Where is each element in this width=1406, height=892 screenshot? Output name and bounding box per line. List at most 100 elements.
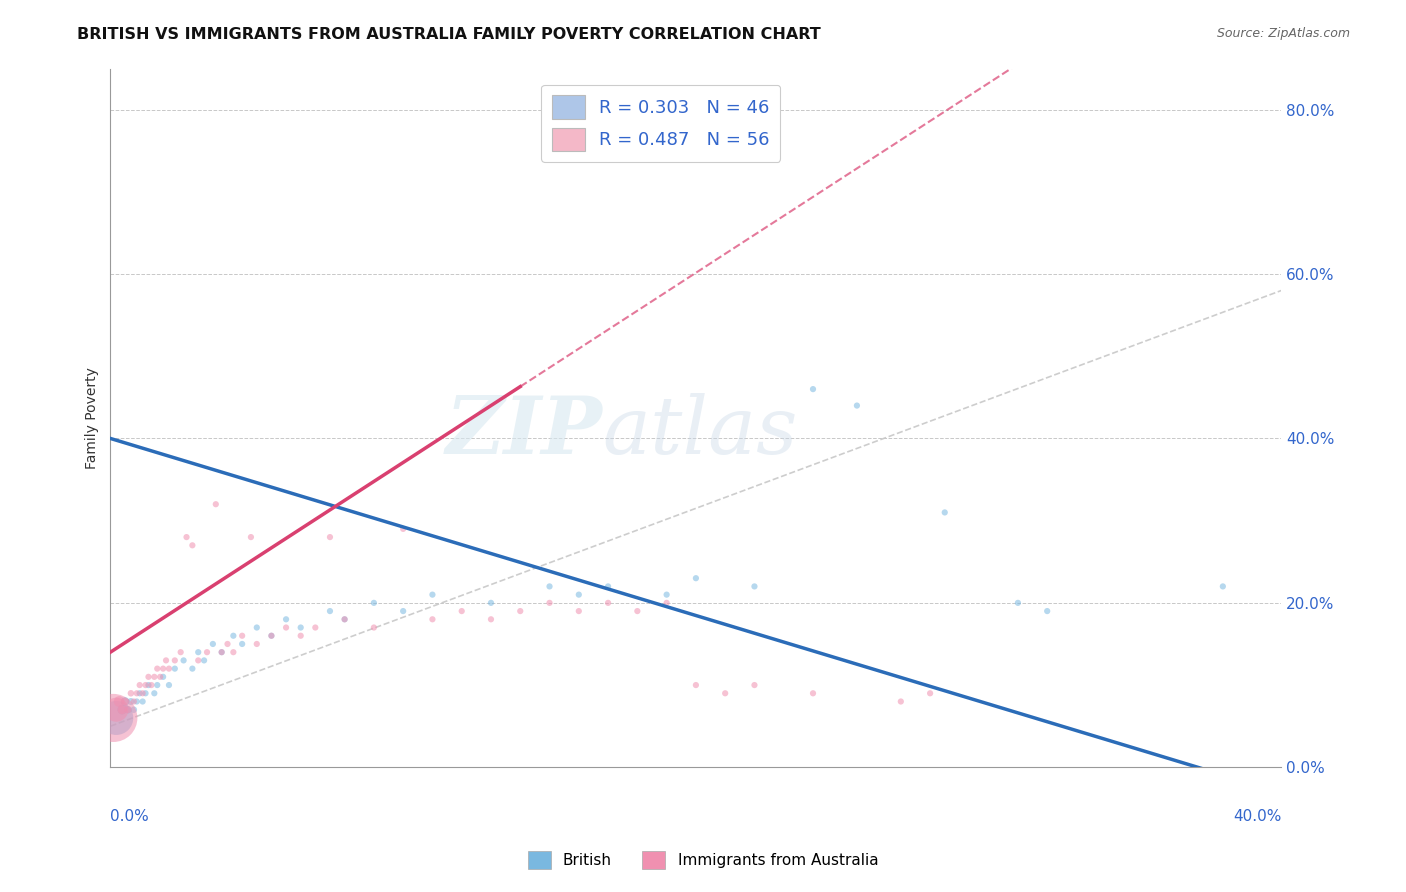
Legend: British, Immigrants from Australia: British, Immigrants from Australia: [522, 845, 884, 875]
Point: [181, 662, 204, 676]
Point: [655, 588, 678, 602]
Point: [744, 678, 766, 692]
Point: [568, 588, 591, 602]
Point: [392, 604, 415, 618]
Point: [290, 620, 312, 634]
Point: [246, 637, 269, 651]
Point: [204, 497, 226, 511]
Point: [568, 604, 591, 618]
Point: [169, 645, 191, 659]
Point: [141, 678, 163, 692]
Point: [211, 645, 233, 659]
Point: [114, 694, 136, 708]
Point: [176, 530, 198, 544]
Point: [231, 629, 253, 643]
Point: [155, 653, 177, 667]
Point: [120, 686, 142, 700]
Point: [131, 686, 153, 700]
Point: [274, 612, 297, 626]
Point: [685, 571, 707, 585]
Point: [105, 703, 128, 717]
Point: [422, 588, 444, 602]
Point: [143, 686, 166, 700]
Point: [187, 653, 209, 667]
Point: [685, 678, 707, 692]
Point: [111, 703, 134, 717]
Point: [173, 653, 195, 667]
Point: [131, 694, 153, 708]
Point: [319, 604, 342, 618]
Text: 0.0%: 0.0%: [111, 809, 149, 824]
Point: [122, 703, 145, 717]
Point: [1007, 596, 1029, 610]
Text: Source: ZipAtlas.com: Source: ZipAtlas.com: [1216, 27, 1350, 40]
Point: [333, 612, 356, 626]
Point: [125, 694, 148, 708]
Point: [222, 629, 245, 643]
Y-axis label: Family Poverty: Family Poverty: [86, 367, 100, 469]
Point: [211, 645, 233, 659]
Point: [363, 596, 385, 610]
Point: [120, 694, 142, 708]
Point: [260, 629, 283, 643]
Point: [655, 596, 678, 610]
Text: 40.0%: 40.0%: [1233, 809, 1281, 824]
Legend: R = 0.303   N = 46, R = 0.487   N = 56: R = 0.303 N = 46, R = 0.487 N = 56: [541, 85, 780, 161]
Point: [392, 522, 415, 536]
Point: [422, 612, 444, 626]
Point: [596, 579, 619, 593]
Point: [187, 645, 209, 659]
Text: BRITISH VS IMMIGRANTS FROM AUSTRALIA FAMILY POVERTY CORRELATION CHART: BRITISH VS IMMIGRANTS FROM AUSTRALIA FAM…: [77, 27, 821, 42]
Point: [195, 645, 218, 659]
Point: [801, 382, 824, 396]
Point: [246, 620, 269, 634]
Point: [146, 662, 169, 676]
Point: [138, 678, 160, 692]
Point: [744, 579, 766, 593]
Point: [801, 686, 824, 700]
Point: [149, 670, 172, 684]
Point: [714, 686, 737, 700]
Point: [845, 399, 868, 413]
Point: [626, 604, 648, 618]
Point: [479, 612, 502, 626]
Point: [538, 579, 561, 593]
Point: [1036, 604, 1059, 618]
Point: [143, 670, 166, 684]
Point: [128, 686, 150, 700]
Point: [304, 620, 326, 634]
Text: ZIP: ZIP: [446, 393, 602, 471]
Point: [363, 620, 385, 634]
Point: [274, 620, 297, 634]
Point: [450, 604, 472, 618]
Point: [596, 596, 619, 610]
Point: [135, 686, 157, 700]
Point: [509, 604, 531, 618]
Point: [125, 686, 148, 700]
Point: [239, 530, 262, 544]
Point: [934, 505, 956, 519]
Point: [290, 629, 312, 643]
Point: [260, 629, 283, 643]
Point: [319, 530, 342, 544]
Point: [181, 538, 204, 552]
Point: [152, 662, 174, 676]
Point: [479, 596, 502, 610]
Point: [217, 637, 239, 651]
Point: [138, 670, 160, 684]
Point: [117, 703, 139, 717]
Point: [163, 653, 186, 667]
Point: [333, 612, 356, 626]
Point: [920, 686, 942, 700]
Point: [122, 694, 145, 708]
Point: [152, 670, 174, 684]
Point: [163, 662, 186, 676]
Point: [538, 596, 561, 610]
Point: [111, 703, 134, 717]
Point: [103, 711, 125, 725]
Point: [222, 645, 245, 659]
Point: [231, 637, 253, 651]
Point: [135, 678, 157, 692]
Point: [201, 637, 224, 651]
Point: [146, 678, 169, 692]
